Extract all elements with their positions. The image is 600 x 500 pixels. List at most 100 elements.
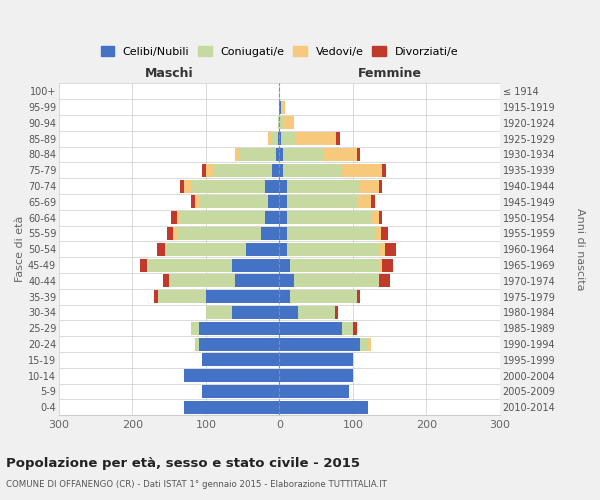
Bar	[283, 116, 294, 130]
Bar	[166, 243, 247, 256]
Bar	[371, 196, 375, 208]
Bar	[276, 148, 280, 161]
Bar	[371, 211, 379, 224]
Bar	[379, 180, 382, 192]
Bar	[280, 338, 360, 350]
Bar	[280, 258, 290, 272]
Bar	[184, 369, 280, 382]
Bar	[199, 338, 280, 350]
Bar	[342, 164, 382, 176]
Bar	[158, 290, 206, 303]
Bar	[154, 290, 158, 303]
Bar	[379, 274, 389, 287]
Bar	[280, 116, 283, 130]
Bar	[283, 164, 342, 176]
Bar	[261, 227, 280, 240]
Bar	[287, 227, 375, 240]
Bar	[280, 322, 342, 334]
Bar	[247, 243, 280, 256]
Bar	[232, 306, 280, 319]
Bar	[385, 243, 395, 256]
Bar	[323, 148, 356, 161]
Bar	[356, 196, 371, 208]
Bar	[281, 132, 296, 145]
Bar	[280, 290, 290, 303]
Bar	[195, 196, 199, 208]
Bar	[287, 180, 360, 192]
Bar	[280, 369, 353, 382]
Bar	[296, 132, 336, 145]
Bar	[239, 148, 276, 161]
Bar	[382, 258, 394, 272]
Text: Femmine: Femmine	[358, 67, 422, 80]
Text: Popolazione per età, sesso e stato civile - 2015: Popolazione per età, sesso e stato civil…	[6, 458, 360, 470]
Bar	[167, 227, 173, 240]
Bar	[202, 354, 280, 366]
Bar	[287, 211, 371, 224]
Bar	[368, 338, 371, 350]
Bar	[280, 164, 283, 176]
Bar	[272, 164, 280, 176]
Bar	[353, 322, 356, 334]
Bar	[232, 258, 280, 272]
Bar	[287, 243, 379, 256]
Bar	[268, 132, 272, 145]
Bar	[173, 227, 176, 240]
Bar	[280, 385, 349, 398]
Bar	[375, 227, 381, 240]
Bar	[265, 211, 280, 224]
Legend: Celibi/Nubili, Coniugati/e, Vedovi/e, Divorziati/e: Celibi/Nubili, Coniugati/e, Vedovi/e, Di…	[97, 42, 461, 60]
Bar	[360, 338, 368, 350]
Bar	[283, 148, 323, 161]
Y-axis label: Anni di nascita: Anni di nascita	[575, 208, 585, 290]
Bar	[202, 164, 206, 176]
Bar	[278, 116, 280, 130]
Bar	[379, 258, 382, 272]
Bar	[184, 180, 191, 192]
Bar	[342, 322, 353, 334]
Y-axis label: Fasce di età: Fasce di età	[15, 216, 25, 282]
Bar	[336, 132, 340, 145]
Bar	[235, 148, 239, 161]
Bar	[191, 196, 195, 208]
Bar	[280, 401, 368, 413]
Bar	[280, 354, 353, 366]
Bar	[184, 401, 280, 413]
Bar	[265, 180, 280, 192]
Bar	[280, 227, 287, 240]
Bar	[213, 164, 272, 176]
Bar	[147, 258, 232, 272]
Bar	[176, 227, 261, 240]
Bar	[382, 164, 386, 176]
Bar	[202, 385, 280, 398]
Bar	[280, 211, 287, 224]
Bar	[381, 227, 388, 240]
Bar	[157, 243, 166, 256]
Bar	[191, 322, 199, 334]
Bar	[280, 196, 287, 208]
Bar	[278, 132, 280, 145]
Text: Maschi: Maschi	[145, 67, 193, 80]
Bar	[206, 306, 232, 319]
Bar	[180, 180, 184, 192]
Bar	[268, 196, 280, 208]
Bar	[379, 243, 385, 256]
Bar	[199, 196, 268, 208]
Bar	[356, 148, 360, 161]
Bar	[206, 290, 280, 303]
Bar	[360, 180, 379, 192]
Bar	[280, 180, 287, 192]
Bar	[169, 274, 235, 287]
Bar	[176, 211, 180, 224]
Bar	[280, 306, 298, 319]
Bar	[280, 132, 281, 145]
Bar	[298, 306, 335, 319]
Bar	[199, 322, 280, 334]
Bar	[290, 290, 356, 303]
Bar	[191, 180, 265, 192]
Bar	[170, 211, 176, 224]
Bar	[195, 338, 199, 350]
Bar	[379, 211, 382, 224]
Bar	[281, 100, 284, 114]
Bar	[280, 100, 281, 114]
